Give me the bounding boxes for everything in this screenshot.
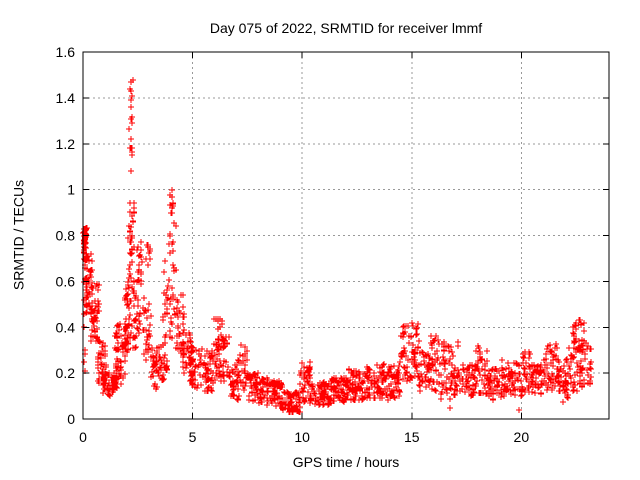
y-tick-label: 1.2: [56, 136, 76, 152]
data-points: [80, 77, 594, 415]
y-tick-label: 1.6: [56, 44, 76, 60]
x-tick-label: 10: [294, 429, 310, 445]
y-tick-label: 0.8: [56, 228, 76, 244]
y-tick-label: 1: [67, 182, 75, 198]
x-axis-label: GPS time / hours: [292, 454, 400, 470]
x-tick-label: 0: [79, 429, 87, 445]
x-tick-label: 5: [189, 429, 197, 445]
y-tick-label: 0.6: [56, 273, 76, 289]
chart-title: Day 075 of 2022, SRMTID for receiver lmm…: [209, 20, 483, 36]
x-tick-label: 15: [404, 429, 420, 445]
y-tick-label: 0.2: [56, 365, 76, 381]
y-tick-label: 1.4: [56, 90, 76, 106]
y-tick-label: 0.4: [56, 319, 76, 335]
x-tick-label: 20: [514, 429, 530, 445]
y-tick-label: 0: [67, 411, 75, 427]
